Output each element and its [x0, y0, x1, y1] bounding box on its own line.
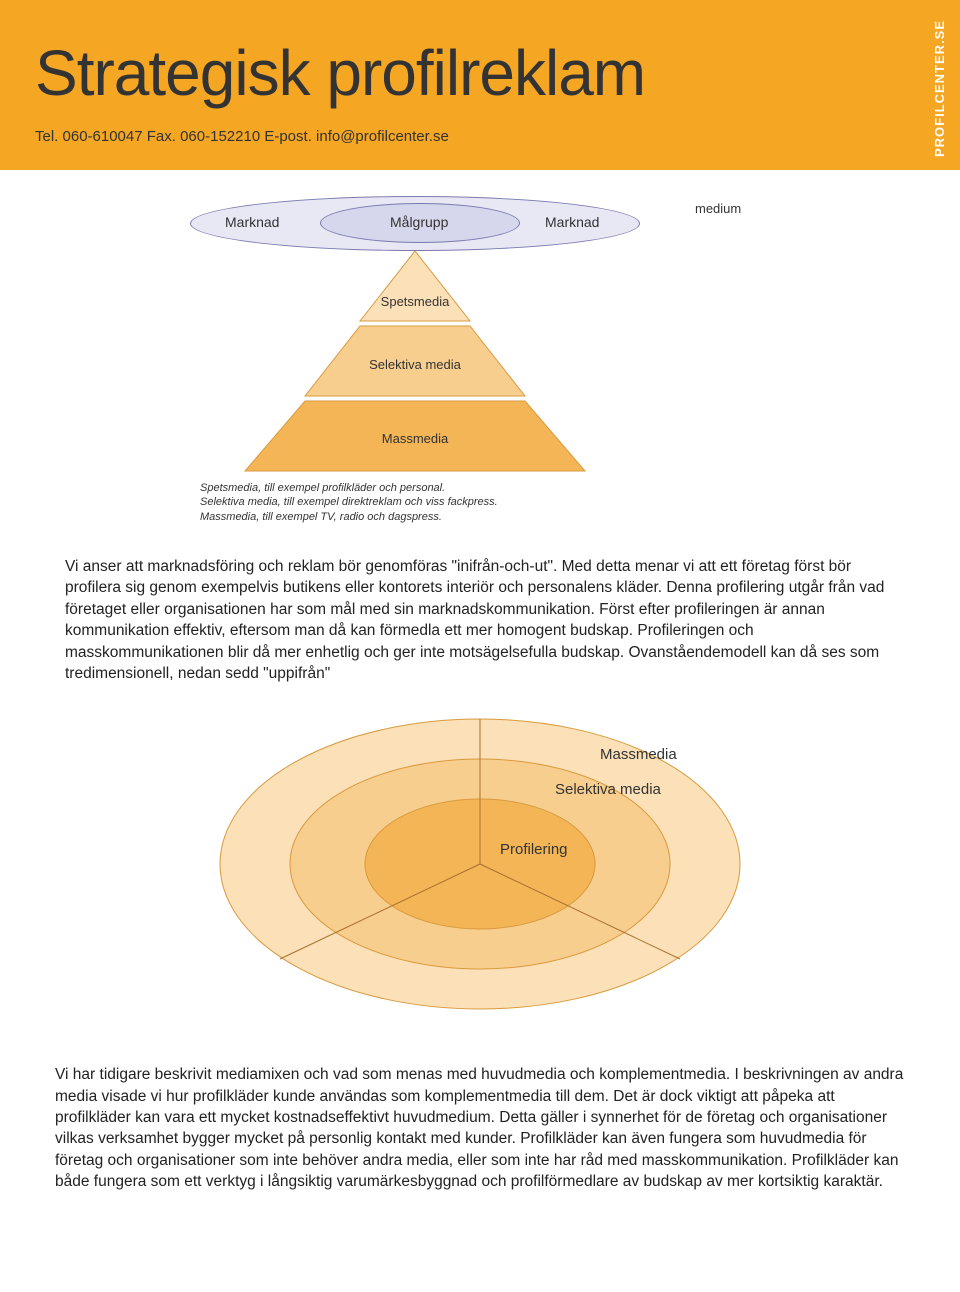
top-diagram: Marknad Marknad Målgrupp medium Spetsmed…	[0, 191, 960, 531]
svg-text:Selektiva media: Selektiva media	[555, 781, 662, 798]
caption-line: Massmedia, till exempel TV, radio och da…	[200, 510, 498, 524]
caption-line: Selektiva media, till exempel direktrekl…	[200, 495, 498, 509]
svg-text:Massmedia: Massmedia	[600, 746, 677, 763]
circle-diagram: Massmedia Selektiva media Profilering	[0, 704, 960, 1024]
svg-text:Selektiva media: Selektiva media	[369, 357, 462, 372]
concentric-ellipses: Massmedia Selektiva media Profilering	[200, 704, 760, 1024]
svg-text:Massmedia: Massmedia	[382, 431, 449, 446]
logo-text: PROFILCENTER.SE	[933, 19, 948, 156]
svg-text:Profilering: Profilering	[500, 841, 568, 858]
svg-text:Spetsmedia: Spetsmedia	[381, 294, 450, 309]
logo-sidebar: PROFILCENTER.SE	[920, 6, 960, 170]
header: Strategisk profilreklam Tel. 060-610047 …	[0, 0, 960, 171]
body-paragraph-1: Vi anser att marknadsföring och reklam b…	[0, 531, 960, 694]
pyramid-chart: Spetsmedia Selektiva media Massmedia	[190, 251, 640, 476]
label-marknad-right: Marknad	[545, 214, 599, 230]
pyramid-captions: Spetsmedia, till exempel profilkläder oc…	[200, 481, 498, 524]
contact-line: Tel. 060-610047 Fax. 060-152210 E-post. …	[35, 128, 925, 145]
page-title: Strategisk profilreklam	[35, 36, 925, 110]
label-medium: medium	[695, 201, 741, 216]
label-marknad-left: Marknad	[225, 214, 279, 230]
label-malgrupp: Målgrupp	[390, 214, 448, 230]
body-paragraph-2: Vi har tidigare beskrivit mediamixen och…	[0, 1024, 960, 1222]
caption-line: Spetsmedia, till exempel profilkläder oc…	[200, 481, 498, 495]
